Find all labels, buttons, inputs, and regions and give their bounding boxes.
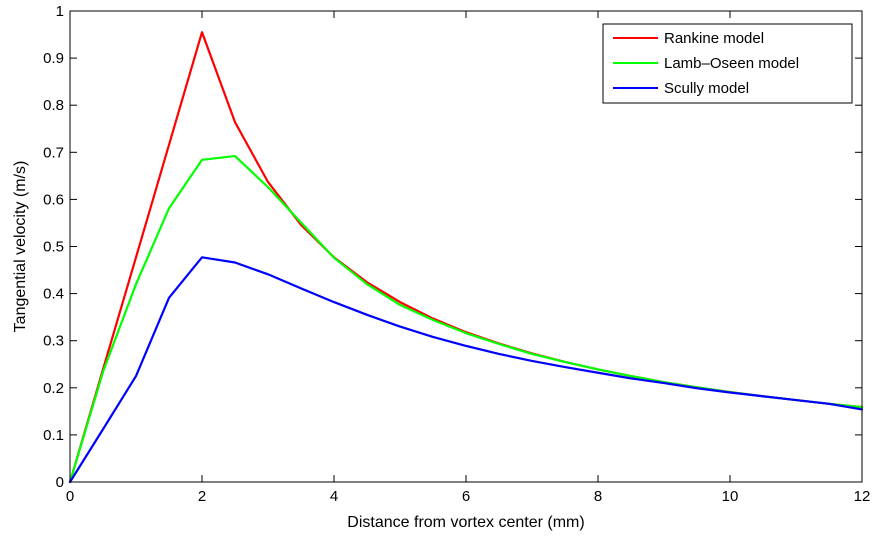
y-tick-label: 0.5	[43, 239, 64, 256]
y-axis-title: Tangential velocity (m/s)	[12, 161, 29, 333]
y-tick-label: 0.2	[43, 380, 64, 397]
y-tick-label: 0.1	[43, 427, 64, 444]
series-layer	[68, 31, 864, 484]
x-tick-label: 0	[66, 488, 74, 505]
y-tick-label: 0.6	[43, 191, 64, 208]
y-tick-label: 0	[56, 474, 64, 491]
legend-label-scully: Scully model	[664, 80, 749, 97]
y-tick-label: 0.8	[43, 97, 64, 114]
x-tick-label: 4	[330, 488, 338, 505]
x-axis-title: Distance from vortex center (mm)	[347, 514, 584, 531]
legend-label-rankine: Rankine model	[664, 30, 764, 47]
x-tick-label: 8	[594, 488, 602, 505]
y-tick-label: 1	[56, 3, 64, 20]
x-tick-label: 10	[722, 488, 739, 505]
y-tick-label: 0.7	[43, 144, 64, 161]
x-tick-label: 12	[854, 488, 871, 505]
series-line-2	[68, 256, 864, 484]
ticks-layer: 0 2 4 6 8 10 12 0 0.1 0.2 0.3 0.4 0.5 0.6 0.7 0.8 0.9 1	[43, 3, 870, 505]
y-tick-label: 0.9	[43, 50, 64, 67]
x-tick-label: 6	[462, 488, 470, 505]
y-tick-label: 0.4	[43, 286, 64, 303]
x-tick-label: 2	[198, 488, 206, 505]
legend: Rankine model Lamb–Oseen model Scully mo…	[602, 23, 853, 104]
y-tick-label: 0.3	[43, 333, 64, 350]
legend-label-lamb-oseen: Lamb–Oseen model	[664, 55, 799, 72]
